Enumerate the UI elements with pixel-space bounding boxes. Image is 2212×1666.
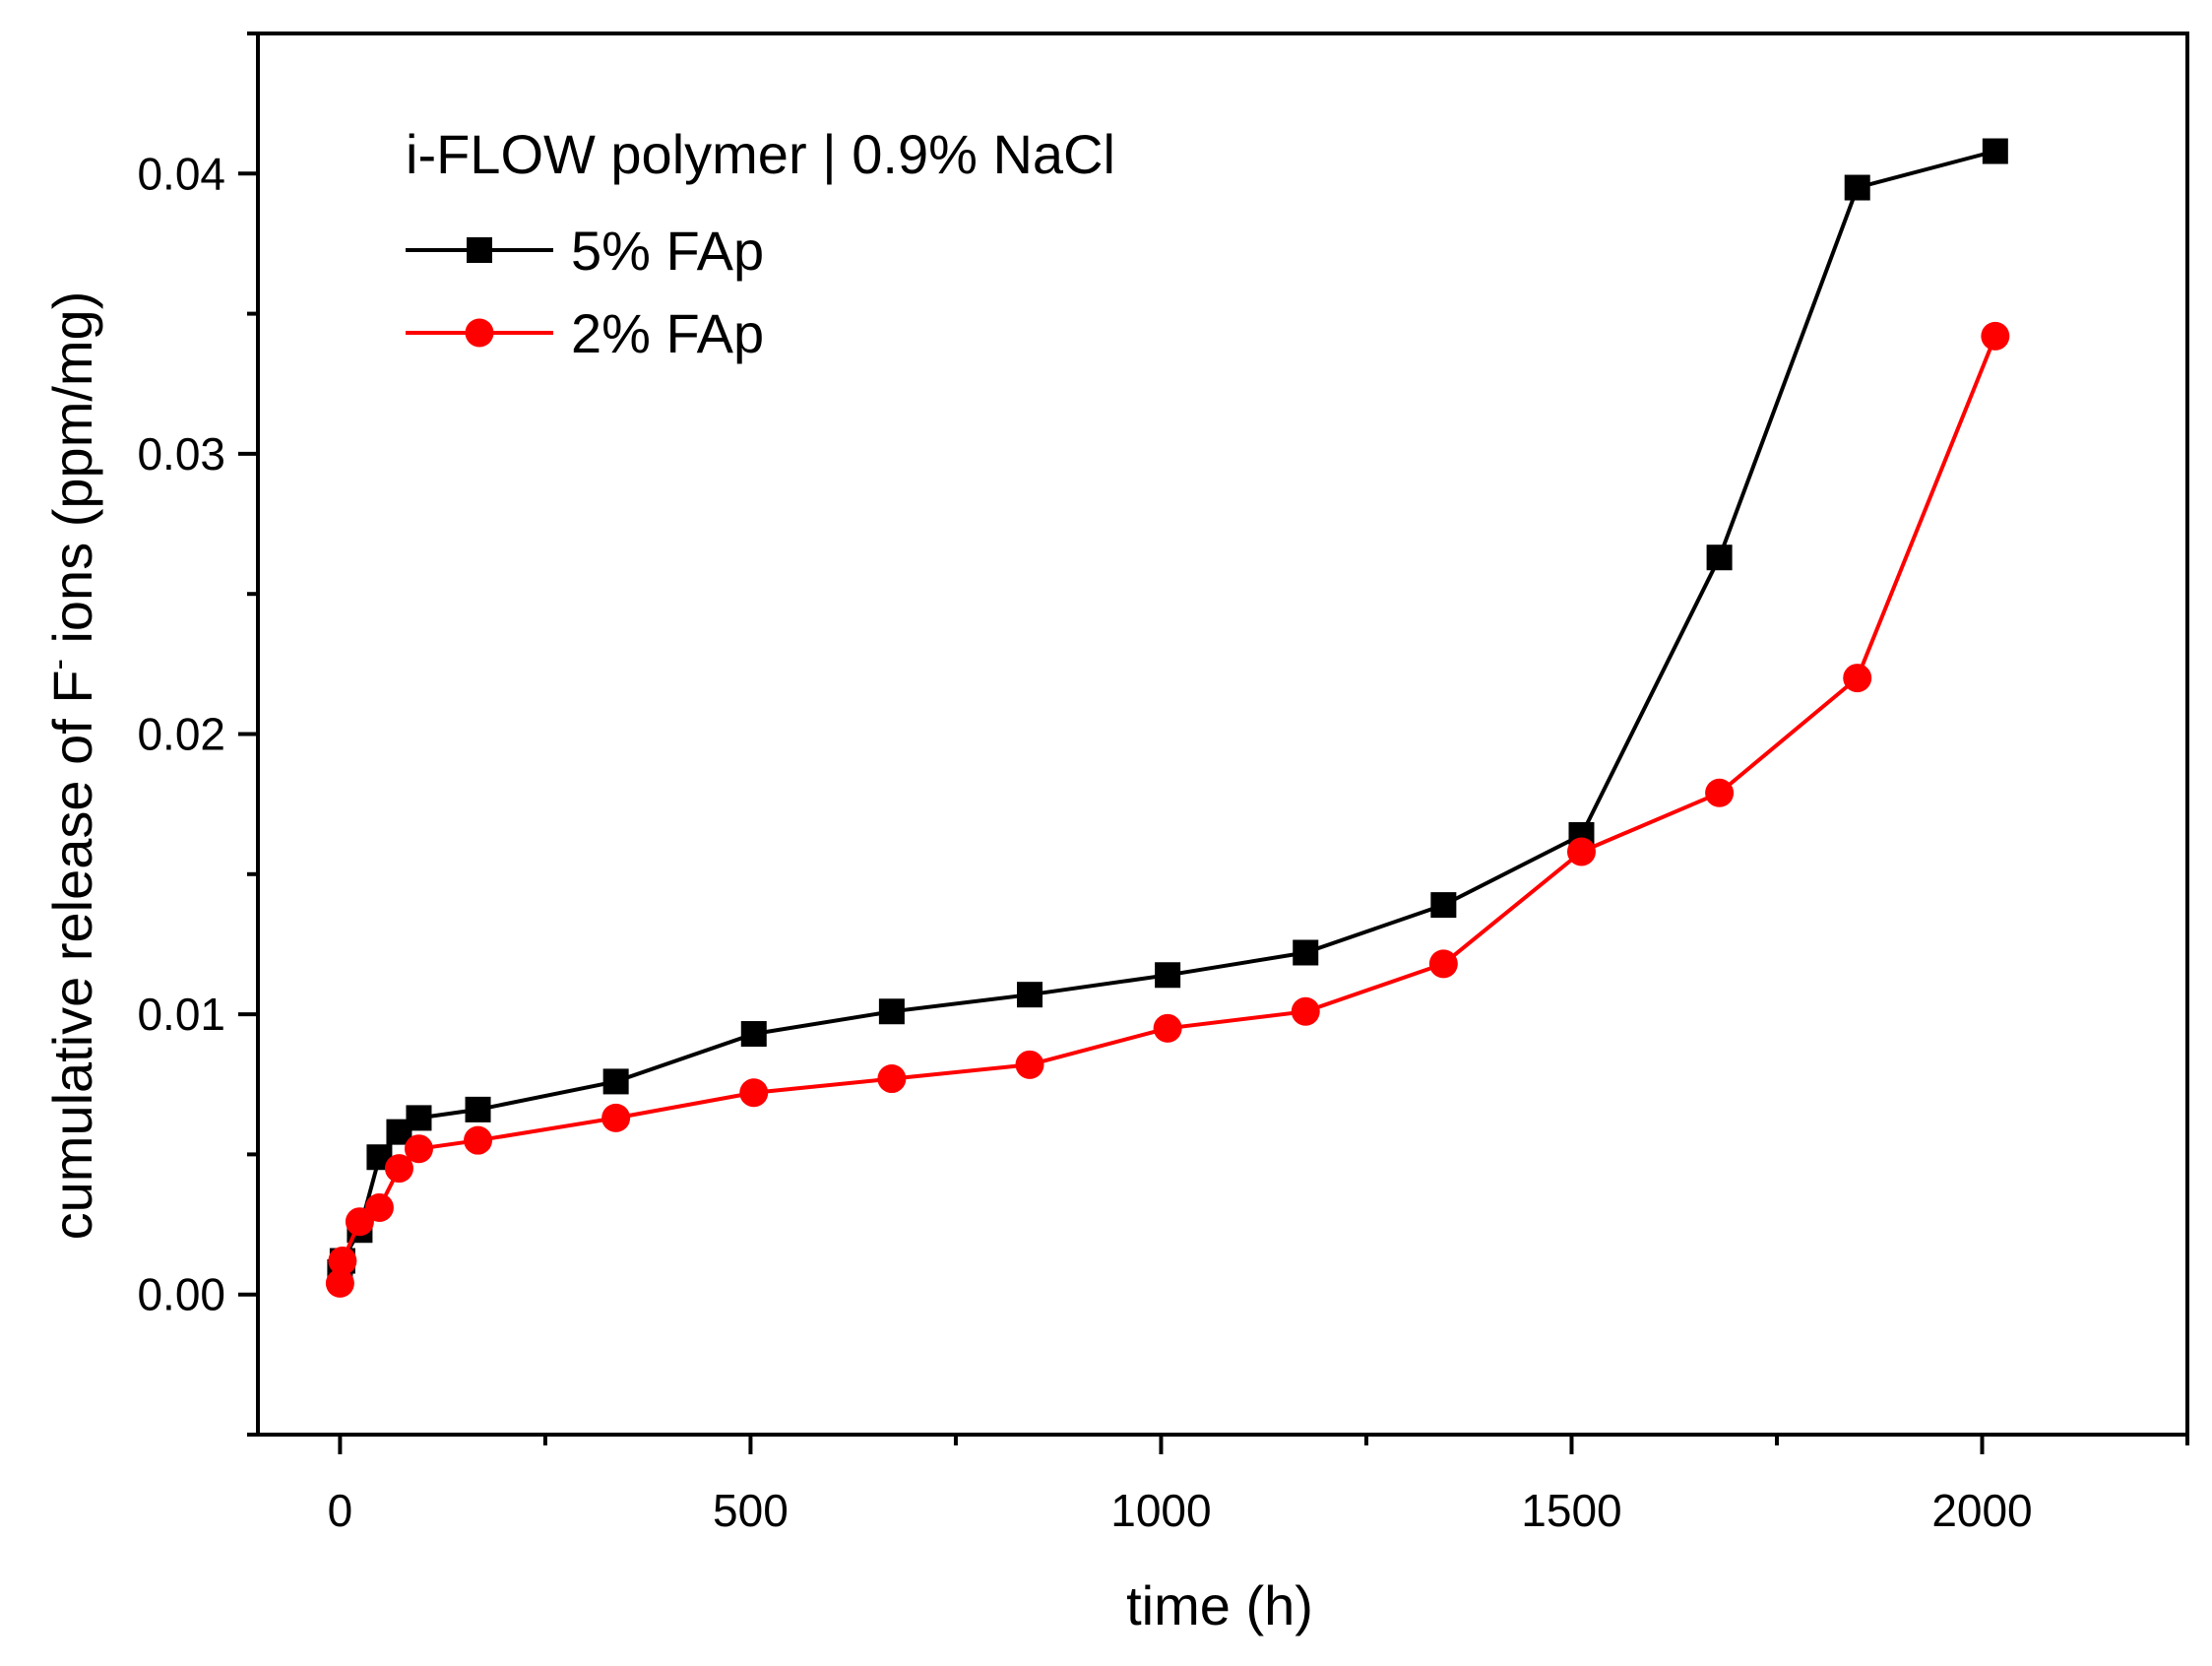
data-point xyxy=(325,1268,354,1298)
data-point xyxy=(464,1125,493,1155)
data-point xyxy=(877,1064,907,1094)
data-point xyxy=(1153,1013,1182,1043)
legend-entry: 2% FAp xyxy=(406,302,764,364)
y-tick-label: 0.01 xyxy=(137,989,225,1040)
data-point xyxy=(1017,982,1043,1008)
x-axis-title: time (h) xyxy=(1126,1574,1313,1636)
data-point xyxy=(601,1103,631,1132)
data-point xyxy=(1843,664,1872,693)
data-point xyxy=(1428,949,1458,979)
data-point xyxy=(465,1096,491,1122)
data-point xyxy=(1293,939,1319,966)
data-point xyxy=(404,1134,433,1164)
y-tick-label: 0.03 xyxy=(137,428,225,480)
x-tick-label: 2000 xyxy=(1931,1485,2032,1536)
data-point xyxy=(740,1021,767,1048)
y-axis-title-suffix: ions (ppm/mg) xyxy=(41,291,103,659)
data-point xyxy=(1706,545,1733,571)
data-point xyxy=(602,1068,629,1095)
data-point xyxy=(1566,837,1596,866)
y-tick-label: 0.04 xyxy=(137,148,225,199)
data-point xyxy=(1155,962,1181,989)
data-point xyxy=(384,1154,413,1184)
legend-title: i-FLOW polymer | 0.9% NaCl xyxy=(406,123,1115,185)
series-2 xyxy=(325,321,2010,1298)
series-layer xyxy=(325,138,2010,1298)
data-point xyxy=(1705,778,1735,807)
data-point xyxy=(1982,138,2008,164)
data-point xyxy=(345,1207,374,1237)
legend-entry: 5% FAp xyxy=(406,220,764,282)
y-axis-title-superscript: - xyxy=(40,659,78,670)
y-axis-title-main: cumulative release of F xyxy=(41,670,103,1240)
legend-label: 5% FAp xyxy=(571,220,764,282)
legend-marker xyxy=(465,318,494,348)
data-point xyxy=(1844,174,1870,201)
data-point xyxy=(1291,996,1320,1026)
data-point xyxy=(1430,892,1457,919)
y-tick-label: 0.00 xyxy=(137,1269,225,1320)
y-axis-title: cumulative release of F- ions (ppm/mg) xyxy=(40,291,103,1241)
data-point xyxy=(878,998,905,1025)
x-tick-label: 500 xyxy=(713,1485,789,1536)
x-tick-label: 1000 xyxy=(1110,1485,1211,1536)
legend-label: 2% FAp xyxy=(571,302,764,364)
x-tick-label: 1500 xyxy=(1521,1485,1621,1536)
data-point xyxy=(364,1192,394,1222)
data-point xyxy=(328,1247,357,1276)
legend-marker xyxy=(467,237,492,263)
x-axis-ticks: 0 500 1000 1500 2000 xyxy=(328,1435,2189,1536)
y-axis-ticks: 0.00 0.01 0.02 0.03 0.04 xyxy=(137,32,258,1437)
legend: i-FLOW polymer | 0.9% NaCl 5% FAp 2% FAp xyxy=(406,123,1115,364)
data-point xyxy=(739,1078,769,1108)
data-point xyxy=(1981,321,2010,351)
x-tick-label: 0 xyxy=(328,1485,353,1536)
data-point xyxy=(406,1105,432,1131)
y-tick-label: 0.02 xyxy=(137,709,225,760)
legend-entries: 5% FAp 2% FAp xyxy=(406,220,764,364)
data-point xyxy=(1015,1050,1044,1079)
